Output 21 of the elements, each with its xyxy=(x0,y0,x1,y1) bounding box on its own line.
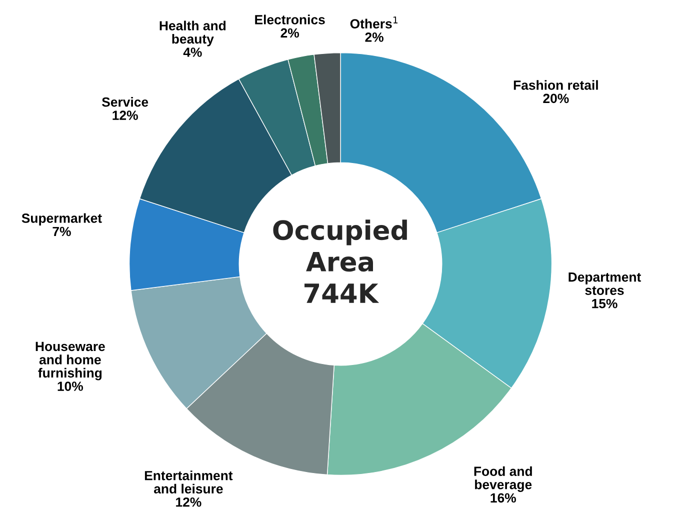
slice-label: Supermarket xyxy=(22,213,102,226)
slice-label: Food and beverage xyxy=(474,466,532,492)
slice-label: Service xyxy=(102,97,148,107)
slice-label: Houseware and home furnishing xyxy=(36,342,105,380)
slice-label: Health and beauty xyxy=(160,20,226,46)
slice-label: Fashion retail xyxy=(514,80,598,90)
slice-label: Electronics xyxy=(255,14,325,24)
data-label: 12% xyxy=(176,497,202,507)
slice-label: Others$^{1}$ xyxy=(350,16,398,29)
data-label: 20% xyxy=(543,94,569,104)
text: Occupied Area 744K xyxy=(273,220,407,303)
data-label: 12% xyxy=(112,110,138,120)
data-label: 7% xyxy=(52,226,71,236)
slice-label: Entertainment and leisure xyxy=(144,470,233,494)
slice-label: Department stores xyxy=(568,272,641,295)
data-label: 2% xyxy=(280,28,299,38)
data-label: 15% xyxy=(592,298,618,308)
data-label: 16% xyxy=(490,493,516,503)
data-label: 10% xyxy=(58,382,84,391)
data-label: 4% xyxy=(183,48,202,57)
data-label: 2% xyxy=(365,32,384,42)
